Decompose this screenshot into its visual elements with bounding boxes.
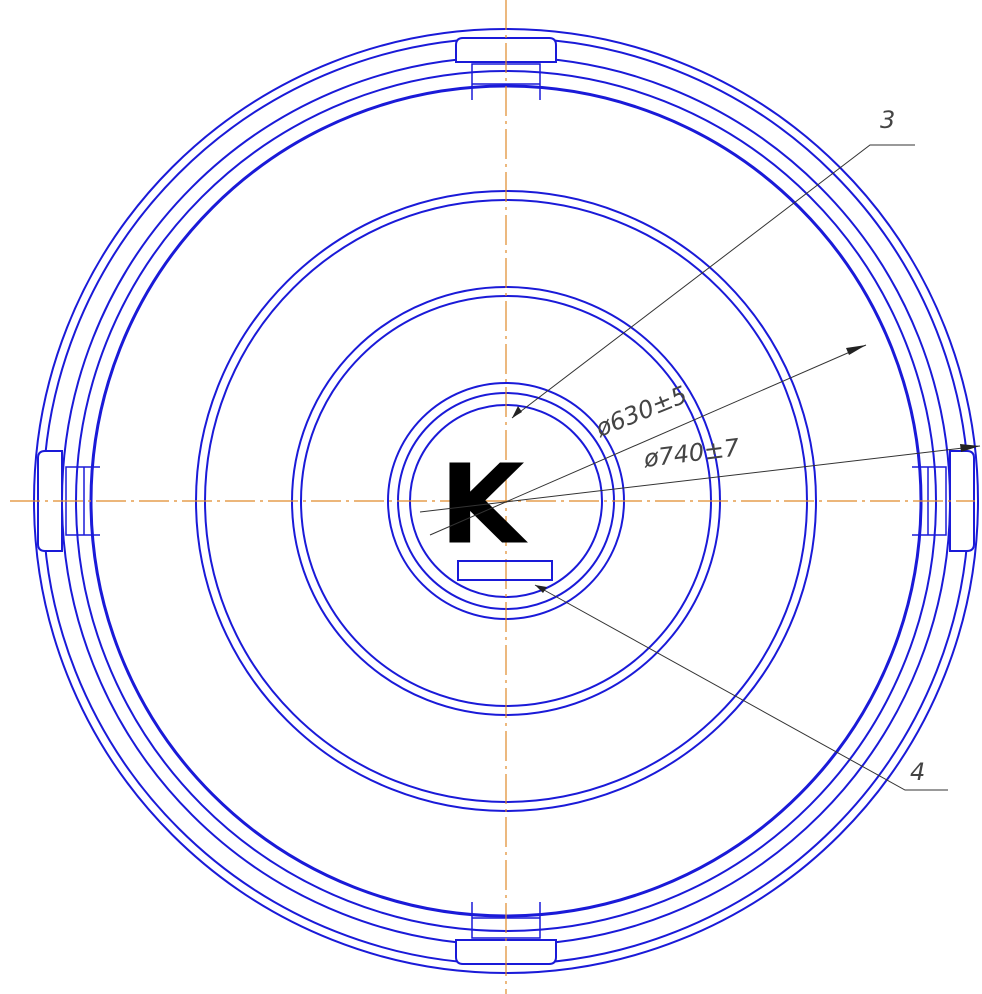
leader-label: 4 <box>910 758 925 786</box>
arrow <box>960 444 980 452</box>
dim-label: ø740±7 <box>641 433 741 473</box>
dim-label: ø630±5 <box>591 381 691 443</box>
arrow <box>512 406 522 418</box>
notch-left <box>37 450 63 552</box>
leader-4 <box>534 584 948 791</box>
leader-label: 3 <box>880 106 895 134</box>
dim-line <box>429 344 867 536</box>
leaders: 3 4 <box>511 106 948 791</box>
dim-line <box>419 445 981 513</box>
arrow <box>846 345 866 355</box>
arrow <box>535 585 547 593</box>
plate <box>457 560 553 581</box>
leader-3 <box>511 144 915 419</box>
